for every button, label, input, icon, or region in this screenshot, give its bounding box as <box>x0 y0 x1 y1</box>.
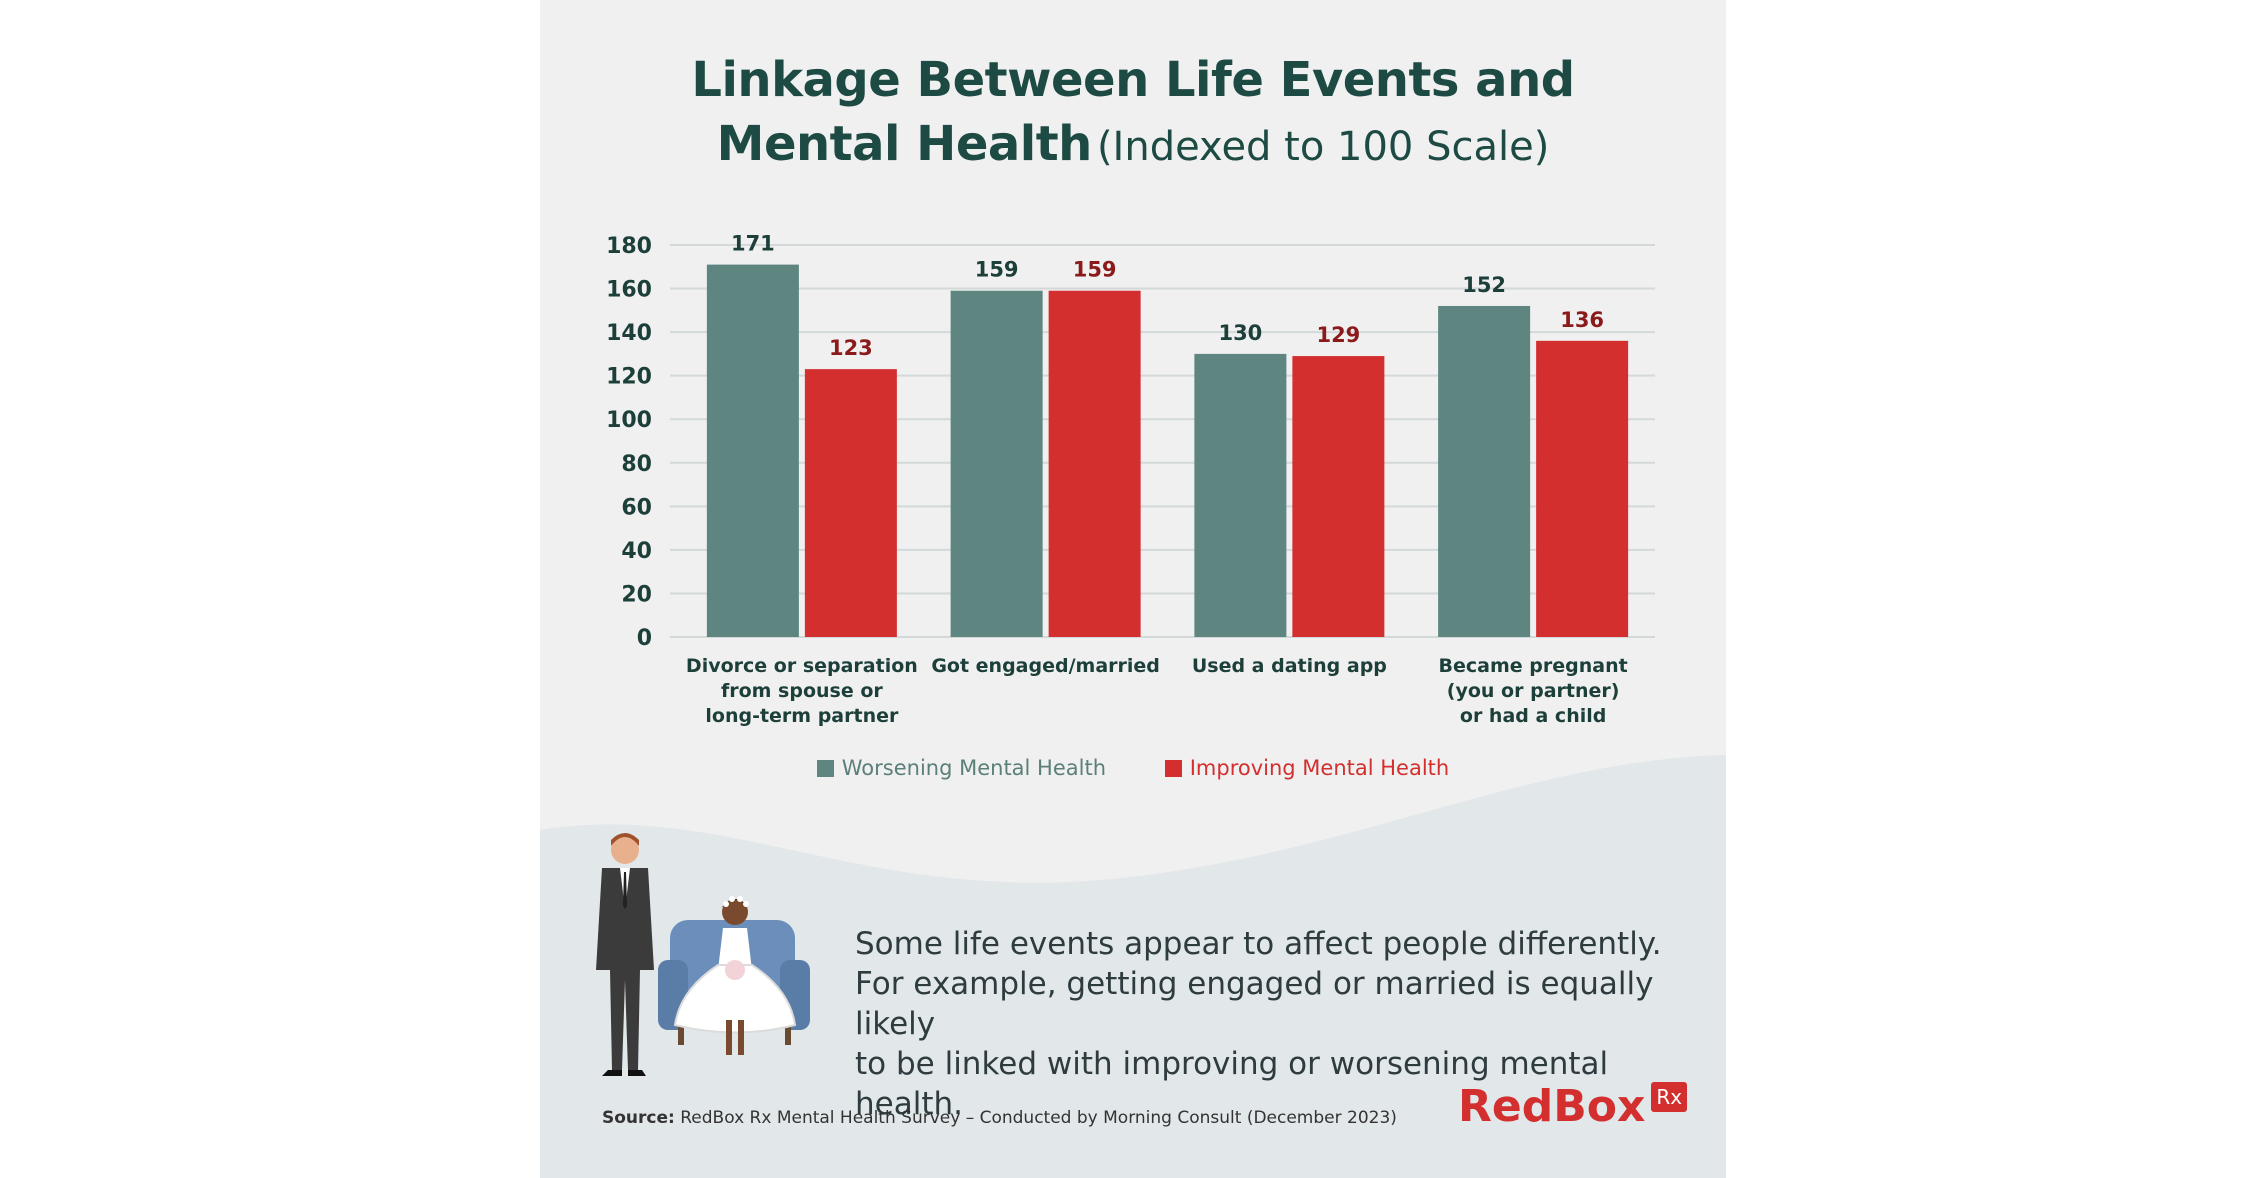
source-note: Source: RedBox Rx Mental Health Survey –… <box>602 1108 1397 1128</box>
legend-item-worsening: Worsening Mental Health <box>816 756 1107 780</box>
x-category-label: Got engaged/married <box>931 655 1160 677</box>
y-tick-label: 120 <box>606 365 652 390</box>
bar-improving <box>1292 356 1385 637</box>
legend-label-worsening: Worsening Mental Health <box>841 756 1107 780</box>
y-tick-label: 80 <box>621 452 652 477</box>
legend-label-improving: Improving Mental Health <box>1189 756 1450 780</box>
x-category-label: Became pregnant <box>1439 655 1628 677</box>
bar-value-label: 130 <box>1218 321 1262 345</box>
bar-worsening <box>1438 305 1531 637</box>
y-tick-label: 180 <box>606 234 652 259</box>
bar-improving <box>1536 340 1629 637</box>
y-tick-label: 160 <box>606 278 652 303</box>
title-subtitle: (Indexed to 100 Scale) <box>1096 124 1550 170</box>
message-line-1: Some life events appear to affect people… <box>855 926 1662 962</box>
y-tick-label: 0 <box>637 626 652 651</box>
message-line-3: to be linked with improving or worsening… <box>855 1046 1609 1122</box>
source-text: RedBox Rx Mental Health Survey – Conduct… <box>680 1108 1397 1128</box>
couple-illustration <box>596 833 810 1076</box>
bar-value-label: 123 <box>829 336 873 360</box>
x-category-label: Used a dating app <box>1192 655 1387 677</box>
bar-worsening <box>706 264 799 637</box>
x-category-label: or had a child <box>1460 705 1606 727</box>
y-tick-label: 20 <box>621 582 652 607</box>
chart-title: Linkage Between Life Events and Mental H… <box>540 48 1726 176</box>
title-line-1: Linkage Between Life Events and <box>691 52 1575 108</box>
bar-chart: 0 20 40 60 80 100 120 140 160 180 171 123 Divorce or… <box>606 232 1655 727</box>
legend-item-improving: Improving Mental Health <box>1164 756 1450 780</box>
background-wave <box>540 755 1726 1178</box>
x-category-label: long-term partner <box>705 705 899 727</box>
source-label: Source: <box>602 1108 675 1128</box>
bar-value-label: 152 <box>1462 273 1506 297</box>
bar-improving <box>1048 290 1141 637</box>
infographic-card: Linkage Between Life Events and Mental H… <box>540 0 1726 1178</box>
message-line-2: For example, getting engaged or married … <box>855 966 1654 1042</box>
y-tick-label: 100 <box>606 408 652 433</box>
bar-worsening <box>1194 353 1287 637</box>
chart-legend: Worsening Mental Health Improving Mental… <box>540 756 1726 782</box>
bar-value-label: 159 <box>1073 258 1117 282</box>
y-tick-label: 40 <box>621 539 652 564</box>
legend-swatch-worsening <box>816 759 834 777</box>
bar-value-label: 171 <box>731 232 775 256</box>
legend-swatch-improving <box>1164 759 1182 777</box>
y-tick-label: 60 <box>621 495 652 520</box>
logo-wordmark: RedBox <box>1458 1081 1646 1132</box>
x-category-label: from spouse or <box>721 680 883 702</box>
y-tick-label: 140 <box>606 321 652 346</box>
title-line-2: Mental Health <box>716 116 1093 172</box>
logo-rx-badge: Rx <box>1651 1082 1688 1112</box>
insight-message: Some life events appear to affect people… <box>855 924 1715 1124</box>
bar-value-label: 129 <box>1316 323 1360 347</box>
bar-value-label: 159 <box>975 258 1019 282</box>
x-category-label: Divorce or separation <box>686 655 918 677</box>
bar-value-label: 136 <box>1560 308 1604 332</box>
redbox-logo: RedBox Rx <box>1458 1081 1688 1132</box>
x-category-label: (you or partner) <box>1447 680 1620 702</box>
bar-worsening <box>950 290 1043 637</box>
bar-improving <box>804 369 897 637</box>
